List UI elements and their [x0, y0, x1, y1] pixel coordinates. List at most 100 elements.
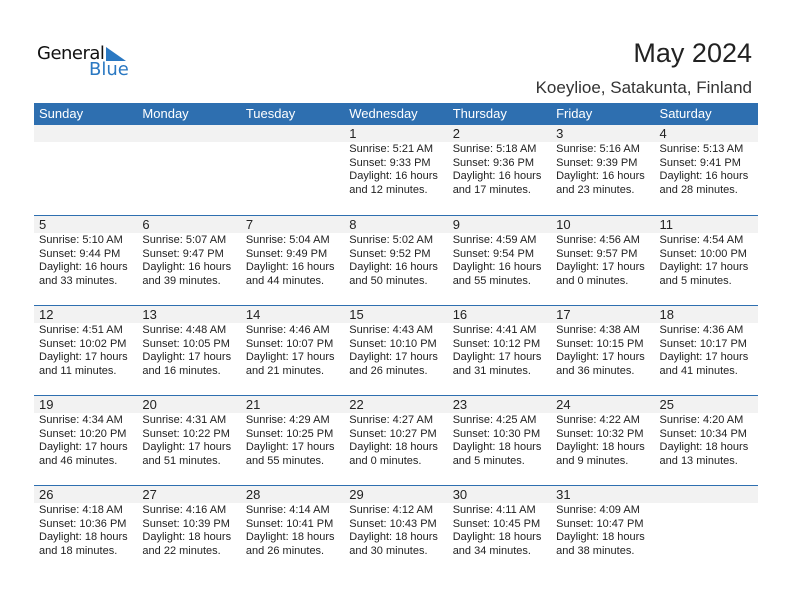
day-number: 5: [34, 216, 138, 233]
day-cell: 15 Sunrise: 4:43 AM Sunset: 10:10 PM Daylig…: [344, 306, 448, 395]
daylight2-text: and 17 minutes.: [452, 183, 531, 196]
sunset-text: Sunset: 10:27 PM: [349, 427, 437, 440]
daylight2-text: and 26 minutes.: [245, 544, 325, 557]
day-number: 7: [240, 216, 345, 233]
day-number: 11: [654, 216, 758, 233]
day-cell: 2 Sunrise: 5:18 AM Sunset: 9:36 PM Daylight…: [447, 125, 552, 215]
day-cell: 9 Sunrise: 4:59 AM Sunset: 9:54 PM Daylight…: [447, 216, 552, 305]
daylight1-text: Daylight: 18 hours: [142, 531, 232, 543]
day-cell: 13 Sunrise: 4:48 AM Sunset: 10:05 PM Daylig…: [137, 306, 241, 395]
sunrise-text: Sunrise: 4:31 AM: [142, 414, 227, 426]
day-number: 28: [240, 486, 345, 503]
day-info: Sunrise: 4:34 AM Sunset: 10:20 PM Daylight…: [34, 413, 137, 468]
sunset-text: Sunset: 10:10 PM: [349, 337, 437, 350]
day-cell: 1 Sunrise: 5:21 AM Sunset: 9:33 PM Daylight…: [344, 125, 448, 215]
day-cell: 11 Sunrise: 4:54 AM Sunset: 10:00 PM Daylig…: [654, 216, 758, 305]
day-cell: 5 Sunrise: 5:10 AM Sunset: 9:44 PM Daylight…: [34, 216, 138, 305]
sunset-text: Sunset: 10:32 PM: [556, 427, 644, 440]
day-info: Sunrise: 4:36 AM Sunset: 10:17 PM Daylight…: [655, 323, 758, 378]
sunrise-text: Sunrise: 5:04 AM: [245, 234, 330, 246]
daylight1-text: Daylight: 16 hours: [245, 261, 335, 273]
day-cell: 20 Sunrise: 4:31 AM Sunset: 10:22 PM Daylig…: [137, 396, 241, 485]
day-cell: 12 Sunrise: 4:51 AM Sunset: 10:02 PM Daylig…: [34, 306, 138, 395]
sunrise-text: Sunrise: 5:21 AM: [349, 143, 434, 155]
day-info: Sunrise: 4:38 AM Sunset: 10:15 PM Daylight…: [551, 323, 654, 378]
weekday-thursday: Thursday: [452, 106, 507, 121]
daylight2-text: and 55 minutes.: [452, 274, 531, 287]
sunrise-text: Sunrise: 5:07 AM: [142, 234, 227, 246]
day-info: Sunrise: 4:14 AM Sunset: 10:41 PM Daylight…: [241, 503, 344, 558]
daylight1-text: Daylight: 17 hours: [556, 351, 645, 363]
weekday-monday: Monday: [142, 106, 189, 121]
daylight1-text: Daylight: 16 hours: [349, 261, 438, 273]
day-info: Sunrise: 5:07 AM Sunset: 9:47 PM Daylight:…: [137, 233, 240, 288]
day-number: 15: [344, 306, 448, 323]
sunrise-text: Sunrise: 4:11 AM: [452, 504, 536, 516]
day-cell: 28 Sunrise: 4:14 AM Sunset: 10:41 PM Daylig…: [240, 486, 345, 575]
sunrise-text: Sunrise: 4:36 AM: [659, 324, 744, 336]
week-row: 5 Sunrise: 5:10 AM Sunset: 9:44 PM Daylight…: [34, 215, 758, 305]
sunrise-text: Sunrise: 4:22 AM: [556, 414, 640, 426]
sunrise-text: Sunrise: 4:46 AM: [245, 324, 330, 336]
sunrise-text: Sunrise: 5:10 AM: [39, 234, 123, 246]
daylight2-text: and 5 minutes.: [452, 454, 525, 467]
weekday-friday: Friday: [556, 106, 593, 121]
daylight1-text: Daylight: 18 hours: [245, 531, 335, 543]
day-cell: 18 Sunrise: 4:36 AM Sunset: 10:17 PM Daylig…: [654, 306, 758, 395]
weekday-sunday: Sunday: [39, 106, 84, 121]
daylight2-text: and 50 minutes.: [349, 274, 428, 287]
daylight1-text: Daylight: 18 hours: [659, 441, 749, 453]
day-info: Sunrise: 4:29 AM Sunset: 10:25 PM Daylight…: [241, 413, 344, 468]
daylight1-text: Daylight: 18 hours: [349, 441, 438, 453]
sunset-text: Sunset: 9:44 PM: [39, 247, 121, 260]
weekday-wednesday: Wednesday: [349, 106, 418, 121]
sunset-text: Sunset: 10:30 PM: [452, 427, 541, 440]
day-info: Sunrise: 5:04 AM Sunset: 9:49 PM Daylight:…: [241, 233, 344, 288]
daylight2-text: and 39 minutes.: [142, 274, 221, 287]
sunrise-text: Sunrise: 4:43 AM: [349, 324, 434, 336]
daylight2-text: and 13 minutes.: [659, 454, 738, 467]
daylight1-text: Daylight: 18 hours: [556, 441, 645, 453]
day-number: 6: [137, 216, 241, 233]
daylight2-text: and 5 minutes.: [659, 274, 732, 287]
daylight1-text: Daylight: 17 hours: [142, 351, 232, 363]
daylight2-text: and 34 minutes.: [452, 544, 531, 557]
sunrise-text: Sunrise: 4:54 AM: [659, 234, 744, 246]
sunrise-text: Sunrise: 4:59 AM: [452, 234, 537, 246]
day-number: 19: [34, 396, 138, 413]
day-cell: 14 Sunrise: 4:46 AM Sunset: 10:07 PM Daylig…: [240, 306, 345, 395]
day-cell: 26 Sunrise: 4:18 AM Sunset: 10:36 PM Daylig…: [34, 486, 138, 575]
day-cell: 16 Sunrise: 4:41 AM Sunset: 10:12 PM Daylig…: [447, 306, 552, 395]
sunset-text: Sunset: 9:54 PM: [452, 247, 535, 260]
day-info: Sunrise: 4:09 AM Sunset: 10:47 PM Daylight…: [551, 503, 654, 558]
daylight2-text: and 21 minutes.: [245, 364, 325, 377]
daylight2-text: and 41 minutes.: [659, 364, 738, 377]
sunset-text: Sunset: 10:47 PM: [556, 517, 644, 530]
sunrise-text: Sunrise: 5:13 AM: [659, 143, 744, 155]
daylight2-text: and 31 minutes.: [452, 364, 531, 377]
week-row: 26 Sunrise: 4:18 AM Sunset: 10:36 PM Daylig…: [34, 485, 758, 575]
empty-cell: [137, 125, 241, 215]
sunrise-text: Sunrise: 4:25 AM: [452, 414, 537, 426]
day-info: Sunrise: 4:54 AM Sunset: 10:00 PM Daylight…: [655, 233, 758, 288]
day-number: 27: [137, 486, 241, 503]
sunrise-text: Sunrise: 4:56 AM: [556, 234, 640, 246]
day-info: Sunrise: 5:16 AM Sunset: 9:39 PM Daylight:…: [551, 142, 654, 197]
daylight2-text: and 44 minutes.: [245, 274, 325, 287]
daylight1-text: Daylight: 16 hours: [39, 261, 128, 273]
sunrise-text: Sunrise: 4:09 AM: [556, 504, 640, 516]
calendar: Sunday Monday Tuesday Wednesday Thursday Frid…: [34, 103, 758, 575]
day-cell: 27 Sunrise: 4:16 AM Sunset: 10:39 PM Daylig…: [137, 486, 241, 575]
day-info: Sunrise: 4:12 AM Sunset: 10:43 PM Daylight…: [344, 503, 447, 558]
sunset-text: Sunset: 9:39 PM: [556, 156, 638, 169]
daylight2-text: and 36 minutes.: [556, 364, 635, 377]
daylight1-text: Daylight: 17 hours: [245, 441, 335, 453]
daylight1-text: Daylight: 17 hours: [556, 261, 645, 273]
calendar-body: 1 Sunrise: 5:21 AM Sunset: 9:33 PM Daylight…: [34, 125, 758, 575]
daylight1-text: Daylight: 18 hours: [39, 531, 128, 543]
sunrise-text: Sunrise: 4:48 AM: [142, 324, 227, 336]
sunrise-text: Sunrise: 4:16 AM: [142, 504, 227, 516]
sunrise-text: Sunrise: 4:18 AM: [39, 504, 123, 516]
daylight2-text: and 22 minutes.: [142, 544, 221, 557]
week-row: 19 Sunrise: 4:34 AM Sunset: 10:20 PM Daylig…: [34, 395, 758, 485]
